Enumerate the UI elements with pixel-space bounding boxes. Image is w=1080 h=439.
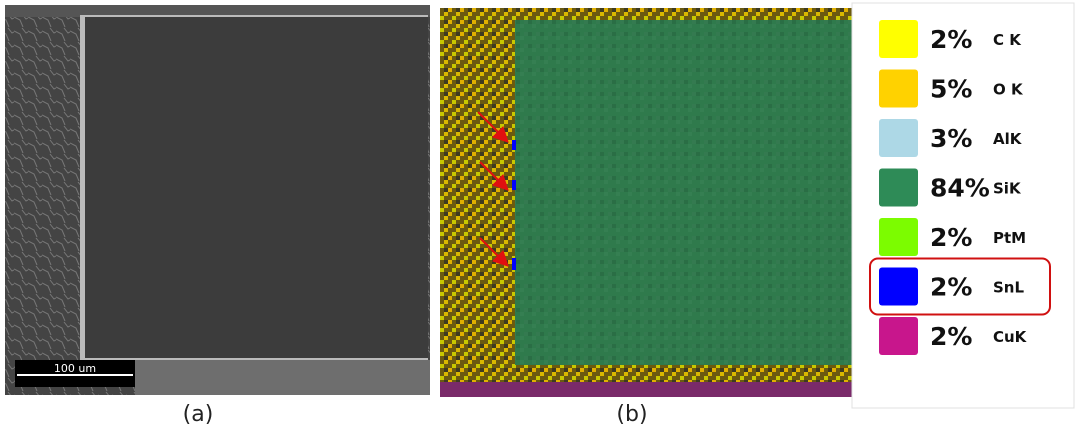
legend-swatch — [879, 168, 918, 207]
caption: (b) — [616, 402, 647, 427]
scale-bar-label: 100 um — [54, 362, 96, 375]
eds-map — [440, 8, 855, 397]
legend-swatch — [879, 218, 918, 256]
legend-percent: 2% — [930, 223, 972, 252]
legend-element: AlK — [993, 130, 1023, 148]
legend: 2% C K 5% O K 3% AlK 84% SiK 2% PtM 2% SnL 2% CuK — [869, 20, 1051, 355]
legend-element: C K — [993, 31, 1022, 49]
highlight-box — [869, 257, 1051, 316]
legend-percent: 3% — [930, 124, 972, 153]
sem-image: 100 um — [5, 5, 430, 395]
legend-swatch — [879, 317, 918, 355]
legend-element: PtM — [993, 229, 1026, 247]
caption: (a) — [183, 402, 214, 427]
legend-element: O K — [993, 81, 1024, 99]
legend-swatch — [879, 267, 918, 306]
legend-percent: 2% — [930, 273, 972, 302]
legend-element: CuK — [993, 328, 1028, 346]
legend-element: SnL — [993, 279, 1024, 297]
legend-percent: 5% — [930, 75, 972, 104]
legend-swatch — [879, 20, 918, 58]
legend-swatch — [879, 69, 918, 108]
legend-percent: 2% — [930, 25, 972, 54]
legend-percent: 2% — [930, 322, 972, 351]
scale-bar — [15, 360, 135, 387]
legend-percent: 84% — [930, 174, 990, 203]
legend-element: SiK — [993, 180, 1022, 198]
legend-swatch — [879, 119, 918, 157]
